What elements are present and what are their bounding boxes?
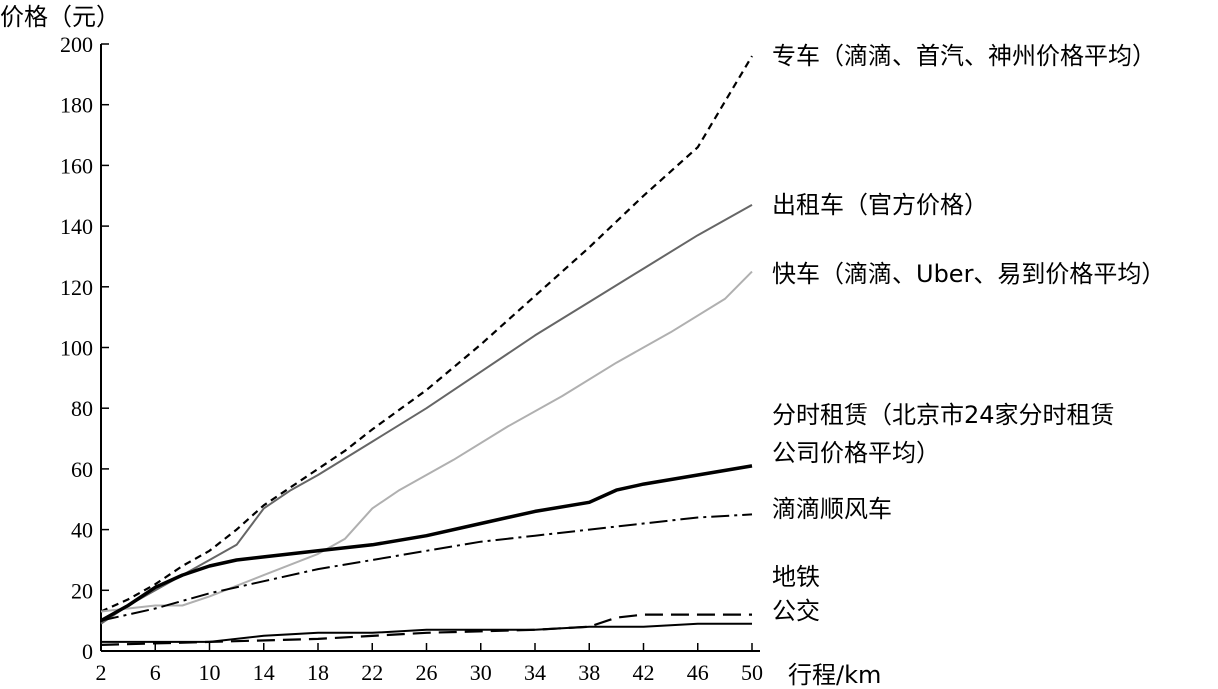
y-tick-label: 180 bbox=[60, 93, 93, 118]
series-label-0: 专车（滴滴、首汽、神州价格平均） bbox=[772, 42, 1156, 70]
series-label-6: 公交 bbox=[772, 597, 820, 625]
x-tick-label: 14 bbox=[253, 660, 275, 685]
series-line-5 bbox=[100, 613, 752, 646]
y-tick-label: 200 bbox=[60, 32, 93, 57]
series-line-2 bbox=[100, 270, 753, 613]
y-tick-label: 60 bbox=[71, 457, 93, 482]
y-axis-title: 价格（元） bbox=[0, 3, 120, 31]
series-line-1 bbox=[100, 204, 753, 625]
y-tick-label: 100 bbox=[60, 336, 93, 361]
x-axis-ticks: 2 6 10 14 18 22 26 30 34 38 42 46 50 bbox=[96, 643, 763, 685]
series-label-3: 公司价格平均） bbox=[772, 439, 940, 467]
x-tick-label: 30 bbox=[470, 660, 492, 685]
series-labels: 专车（滴滴、首汽、神州价格平均） 出租车（官方价格） 快车（滴滴、Uber、易到价格… bbox=[772, 42, 1165, 625]
series-label-3: 分时租赁（北京市24家分时租赁 bbox=[772, 401, 1115, 429]
y-axis-ticks: 0 20 40 60 80 100 120 140 160 180 200 bbox=[60, 32, 109, 664]
x-axis-title: 行程/km bbox=[788, 661, 881, 689]
series-label-1: 出租车（官方价格） bbox=[772, 191, 988, 219]
x-tick-label: 2 bbox=[96, 660, 107, 685]
series-label-4: 滴滴顺风车 bbox=[772, 495, 892, 523]
y-tick-label: 140 bbox=[60, 214, 93, 239]
x-tick-label: 18 bbox=[307, 660, 329, 685]
x-tick-label: 34 bbox=[524, 660, 546, 685]
x-tick-label: 22 bbox=[361, 660, 383, 685]
series-lines bbox=[100, 55, 753, 646]
series-line-3 bbox=[100, 464, 753, 623]
series-line-0 bbox=[100, 55, 753, 613]
y-tick-label: 20 bbox=[71, 578, 93, 603]
x-tick-label: 42 bbox=[633, 660, 655, 685]
y-tick-label: 120 bbox=[60, 275, 93, 300]
x-tick-label: 46 bbox=[687, 660, 709, 685]
y-tick-label: 160 bbox=[60, 153, 93, 178]
series-line-4 bbox=[100, 513, 753, 622]
y-tick-label: 0 bbox=[82, 639, 93, 664]
x-tick-label: 38 bbox=[578, 660, 600, 685]
x-tick-label: 26 bbox=[416, 660, 438, 685]
series-line-6 bbox=[101, 622, 752, 643]
series-label-2: 快车（滴滴、Uber、易到价格平均） bbox=[772, 260, 1165, 288]
x-tick-label: 6 bbox=[150, 660, 161, 685]
y-tick-label: 80 bbox=[71, 396, 93, 421]
series-label-5: 地铁 bbox=[772, 563, 820, 591]
x-tick-label: 10 bbox=[199, 660, 221, 685]
y-tick-label: 40 bbox=[71, 518, 93, 543]
x-tick-label: 50 bbox=[741, 660, 763, 685]
